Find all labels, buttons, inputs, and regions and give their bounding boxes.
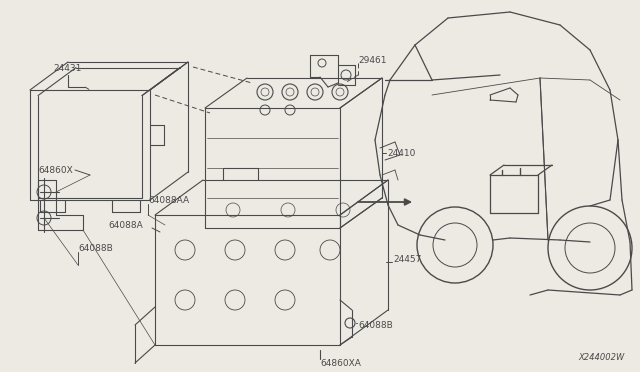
Text: 29461: 29461 (358, 55, 387, 64)
Text: 24431: 24431 (54, 64, 82, 73)
Text: 24457: 24457 (393, 256, 421, 264)
Text: 64088B: 64088B (358, 321, 393, 330)
Text: 24410: 24410 (387, 148, 415, 157)
Text: X244002W: X244002W (579, 353, 625, 362)
Text: 64860XA: 64860XA (320, 359, 361, 368)
Text: 64088A: 64088A (108, 221, 143, 230)
Text: 64088AA: 64088AA (148, 196, 189, 205)
Text: 64088B: 64088B (78, 244, 113, 253)
Text: 64860X: 64860X (38, 166, 73, 174)
